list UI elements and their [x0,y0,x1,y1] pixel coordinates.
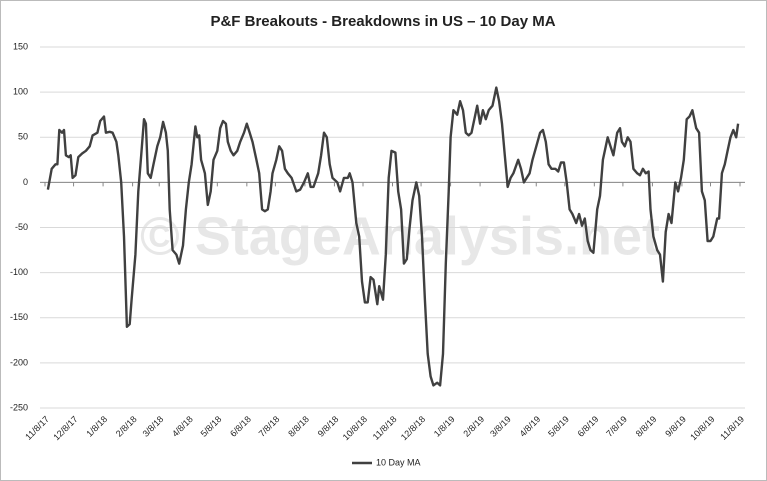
y-tick-label: -150 [10,312,28,322]
y-tick-label: 50 [18,132,28,142]
watermark: © StageAnalysis.net [140,206,660,266]
y-tick-label: -200 [10,357,28,367]
legend-label: 10 Day MA [376,457,421,467]
y-tick-label: 100 [13,87,28,97]
y-tick-label: 0 [23,177,28,187]
y-tick-label: -250 [10,402,28,412]
chart-title: P&F Breakouts - Breakdowns in US – 10 Da… [210,13,555,30]
data-line [46,86,740,387]
y-tick-label: -100 [10,267,28,277]
y-tick-label: -50 [15,222,28,232]
y-tick-label: 150 [13,41,28,51]
